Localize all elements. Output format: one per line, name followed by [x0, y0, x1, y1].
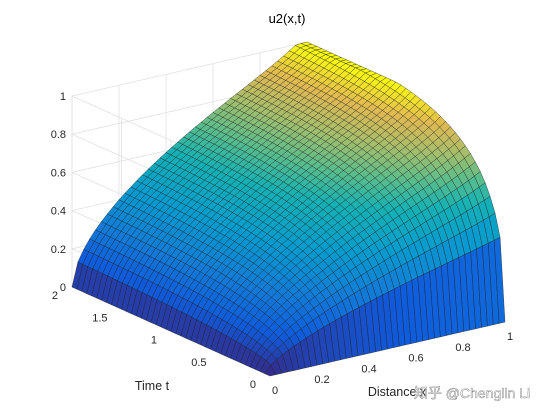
chart-title: u2(x,t) [269, 11, 306, 26]
watermark: 知乎 @Chenglin Li [414, 385, 530, 401]
y-tick-label: 0 [250, 379, 256, 391]
z-tick-label: 0.4 [51, 206, 66, 218]
surface-patch [494, 237, 506, 324]
x-tick-label: 0.8 [455, 342, 470, 354]
x-ticks: 0 0.2 0.4 0.6 0.8 1 [272, 331, 513, 397]
y-tick-label: 1.5 [92, 312, 107, 324]
y-ticks: 0 0.5 1 1.5 2 [52, 290, 256, 391]
y-tick-label: 2 [52, 290, 58, 302]
y-axis-label: Time t [135, 379, 170, 393]
x-tick-label: 0.2 [314, 374, 329, 386]
z-tick-label: 0.6 [51, 167, 66, 179]
surface [71, 41, 506, 377]
x-tick-label: 0.6 [408, 353, 423, 365]
x-axis-label: Distance x [368, 385, 427, 399]
x-tick-label: 1 [507, 331, 513, 343]
x-tick-label: 0.4 [361, 363, 376, 375]
z-tick-label: 1 [60, 91, 66, 103]
x-tick-label: 0 [272, 385, 278, 397]
z-tick-label: 0 [60, 282, 66, 294]
y-tick-label: 1 [151, 335, 157, 347]
z-tick-label: 0.8 [51, 129, 66, 141]
y-tick-label: 0.5 [191, 357, 206, 369]
z-tick-label: 0.2 [51, 244, 66, 256]
z-ticks: 0 0.2 0.4 0.6 0.8 1 [51, 91, 66, 294]
